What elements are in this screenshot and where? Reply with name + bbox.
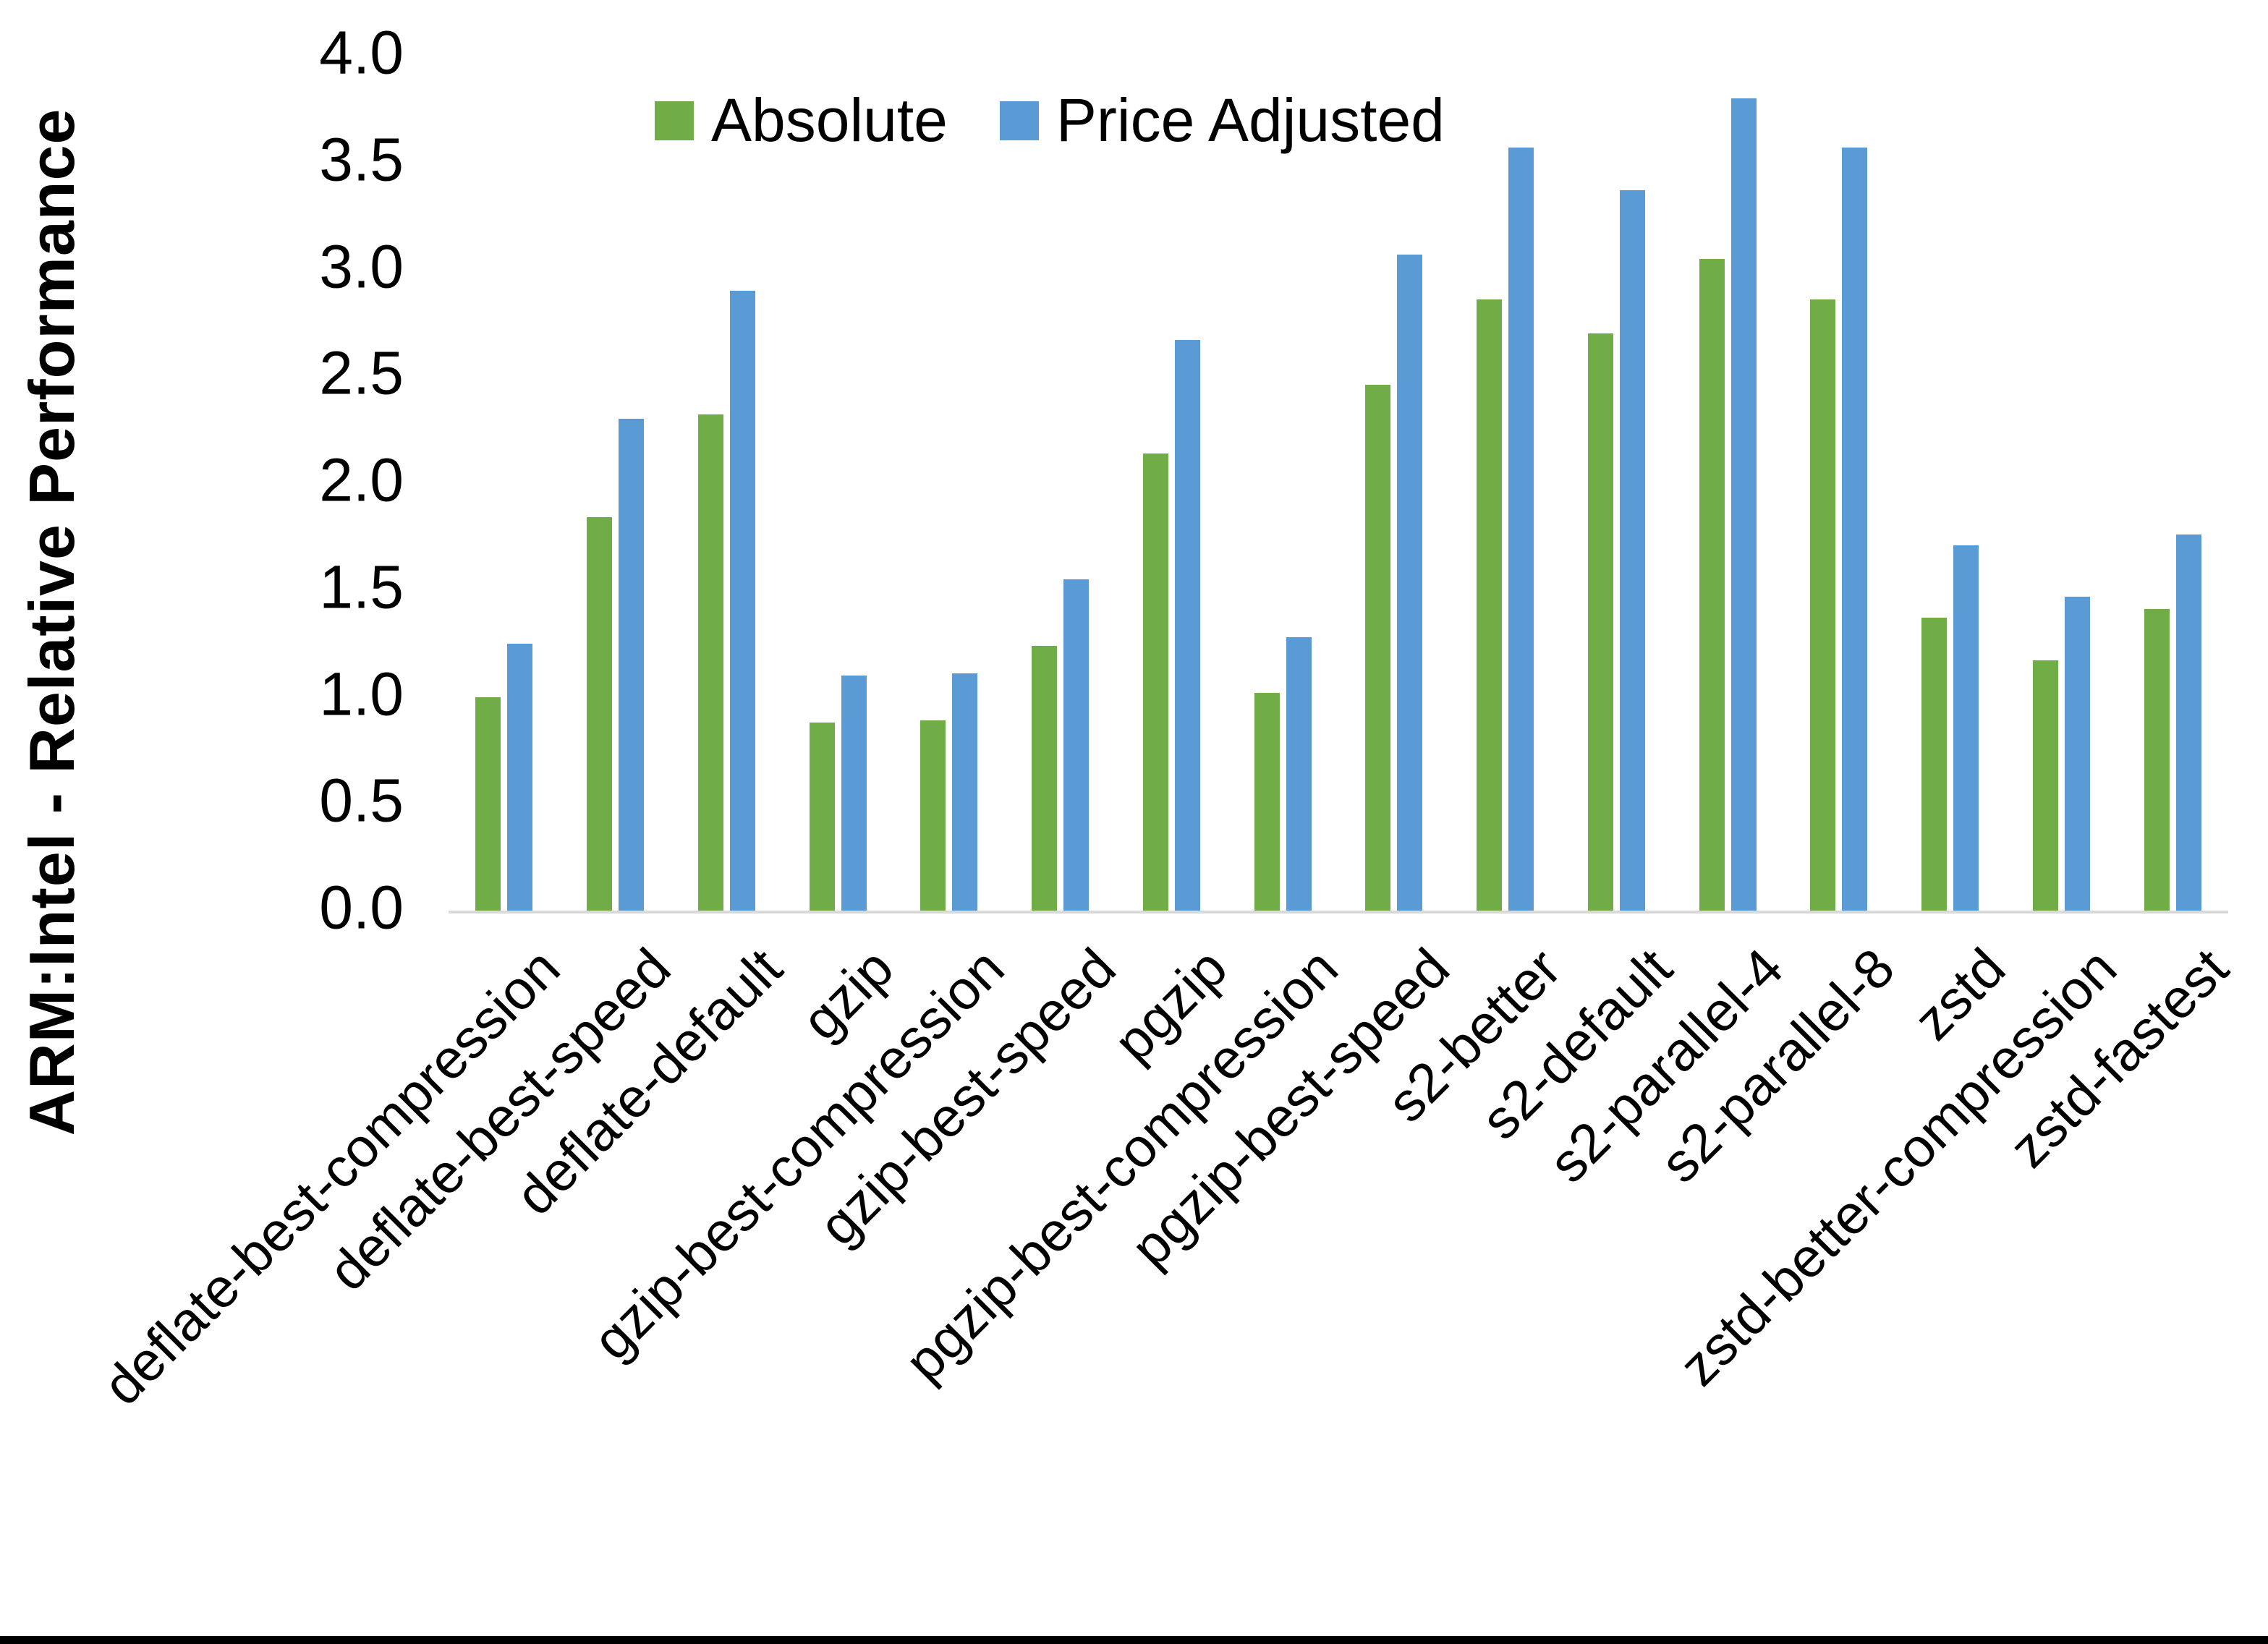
bar-price-adjusted-s2-parallel-4 (1730, 98, 1757, 911)
y-tick-label-1.5: 1.5 (319, 553, 404, 621)
bar-absolute-zstd (1921, 618, 1948, 911)
y-tick-label-4.0: 4.0 (319, 18, 404, 87)
bar-price-adjusted-s2-better (1508, 148, 1534, 911)
bar-absolute-s2-parallel-8 (1810, 299, 1836, 911)
bar-absolute-zstd-fastest (2144, 609, 2170, 911)
legend-swatch-absolute-icon (655, 101, 694, 140)
bar-group-deflate-default (671, 56, 783, 911)
bar-group-deflate-best-compression (449, 56, 560, 911)
bar-price-adjusted-deflate-default (729, 291, 755, 911)
bar-price-adjusted-gzip (841, 675, 867, 911)
bar-absolute-zstd-better-compression (2032, 660, 2058, 911)
bar-group-pgzip (1116, 56, 1228, 911)
bar-price-adjusted-deflate-best-compression (507, 643, 533, 911)
y-tick-label-0.0: 0.0 (319, 873, 404, 942)
y-tick-label-3.0: 3.0 (319, 232, 404, 301)
bar-price-adjusted-s2-default (1619, 190, 1645, 911)
bar-group-gzip-best-speed (1005, 56, 1116, 911)
bar-absolute-pgzip-best-speed (1365, 385, 1391, 911)
y-tick-label-0.5: 0.5 (319, 766, 404, 835)
bar-price-adjusted-zstd-better-compression (2064, 596, 2090, 911)
bar-price-adjusted-pgzip-best-compression (1286, 636, 1312, 911)
bar-absolute-gzip-best-compression (920, 720, 946, 911)
x-label-deflate-best-compression: deflate-best-compression (91, 937, 572, 1418)
bar-groups (449, 56, 2228, 911)
legend-swatch-price-adjusted-icon (999, 101, 1039, 140)
bar-group-s2-default (1561, 56, 1673, 911)
bar-group-s2-parallel-8 (1783, 56, 1895, 911)
bar-absolute-deflate-best-compression (475, 697, 501, 911)
bar-price-adjusted-zstd (1953, 545, 1979, 911)
bar-group-zstd-better-compression (2006, 56, 2118, 911)
bar-group-s2-parallel-4 (1672, 56, 1783, 911)
y-tick-label-2.5: 2.5 (319, 338, 404, 407)
bar-price-adjusted-gzip-best-speed (1063, 579, 1090, 911)
bar-absolute-s2-default (1587, 333, 1613, 911)
bar-price-adjusted-pgzip-best-speed (1397, 254, 1423, 911)
bar-absolute-gzip-best-speed (1032, 645, 1058, 911)
y-tick-label-1.0: 1.0 (319, 660, 404, 728)
legend-label-price-adjusted: Price Adjusted (1056, 86, 1445, 154)
bar-group-deflate-best-speed (560, 56, 671, 911)
bar-group-pgzip-best-speed (1338, 56, 1450, 911)
bar-price-adjusted-deflate-best-speed (619, 419, 645, 911)
legend-item-absolute: Absolute (655, 85, 948, 156)
bar-price-adjusted-pgzip (1174, 340, 1200, 911)
bar-group-pgzip-best-compression (1227, 56, 1338, 911)
bar-absolute-deflate-best-speed (587, 517, 613, 911)
bar-group-zstd-fastest (2117, 56, 2228, 911)
bar-absolute-gzip (809, 723, 835, 911)
y-tick-label-3.5: 3.5 (319, 125, 404, 194)
bar-absolute-s2-parallel-4 (1699, 258, 1725, 911)
bar-absolute-pgzip (1142, 453, 1168, 911)
legend-label-absolute: Absolute (711, 86, 948, 154)
bar-absolute-deflate-default (697, 414, 723, 911)
bar-price-adjusted-zstd-fastest (2175, 534, 2201, 911)
bar-price-adjusted-gzip-best-compression (952, 673, 978, 911)
x-axis-line (449, 911, 2228, 913)
y-axis-title: ARM:Intel - Relative Performance (16, 108, 88, 1136)
bar-group-gzip-best-compression (893, 56, 1005, 911)
bar-group-zstd (1895, 56, 2006, 911)
bottom-border-line (0, 1636, 2268, 1644)
bar-group-gzip (782, 56, 893, 911)
legend-item-price-adjusted: Price Adjusted (999, 85, 1445, 156)
y-tick-label-2.0: 2.0 (319, 446, 404, 514)
legend: Absolute Price Adjusted (655, 85, 1445, 156)
bar-group-s2-better (1450, 56, 1561, 911)
bar-absolute-s2-better (1477, 299, 1503, 911)
plot-area (449, 56, 2228, 911)
bar-absolute-pgzip-best-compression (1254, 692, 1280, 911)
bar-price-adjusted-s2-parallel-8 (1842, 148, 1868, 911)
